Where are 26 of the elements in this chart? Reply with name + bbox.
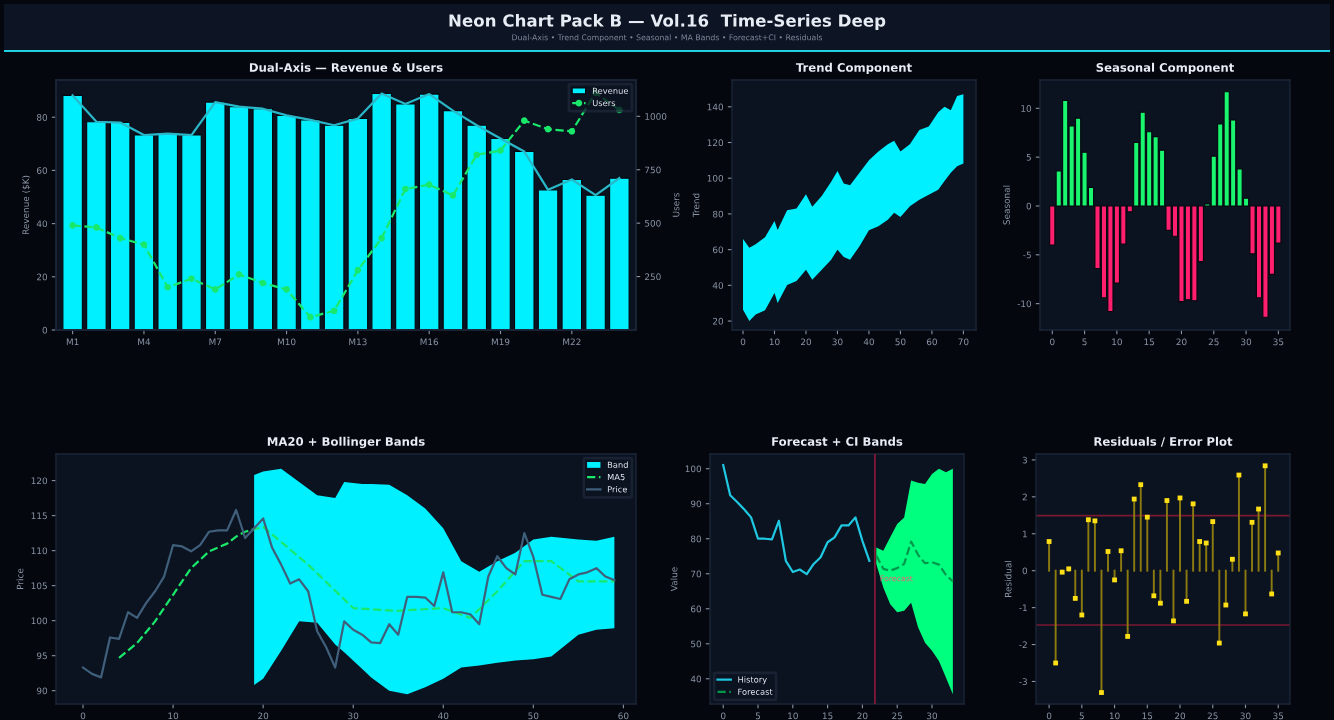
point — [1118, 548, 1124, 554]
bar — [1074, 117, 1082, 207]
point — [1138, 482, 1144, 488]
text: Neon Chart Pack B — Vol.16 Time-Series Deep — [449, 13, 886, 31]
point — [1262, 463, 1268, 469]
bar — [1262, 205, 1269, 318]
bar — [1223, 91, 1230, 207]
bar — [1152, 136, 1159, 207]
bar — [1062, 99, 1069, 207]
bar — [1191, 205, 1198, 302]
bar — [1178, 205, 1185, 303]
point — [1157, 600, 1163, 606]
line-series — [117, 525, 616, 659]
bar — [1139, 111, 1146, 207]
bar — [1107, 205, 1114, 313]
point — [1144, 514, 1150, 520]
point — [1190, 501, 1196, 507]
line-series — [81, 508, 616, 679]
point — [1229, 556, 1235, 562]
point — [1151, 593, 1157, 599]
line-series — [875, 540, 954, 583]
bar — [1184, 205, 1192, 301]
line-series — [722, 464, 871, 576]
point — [1085, 517, 1091, 523]
point — [1072, 595, 1078, 601]
line-series — [71, 92, 621, 197]
